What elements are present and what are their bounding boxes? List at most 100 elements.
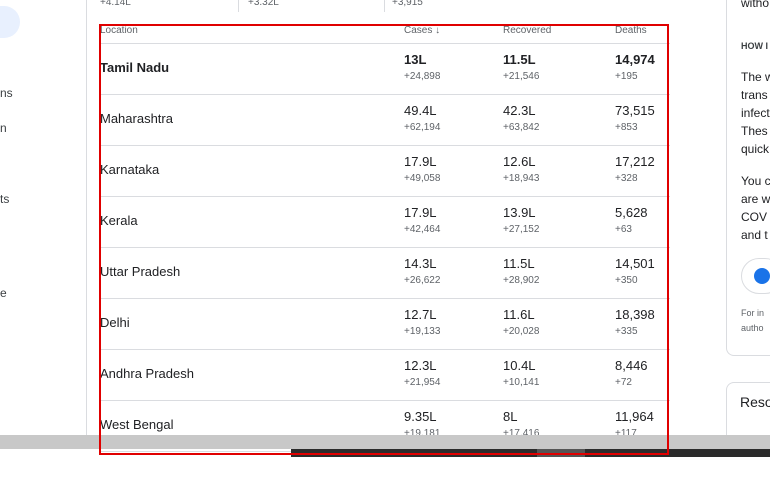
horizontal-scrollbar-track[interactable]	[0, 435, 770, 449]
info-line: You c	[741, 174, 770, 188]
info-line: quick	[741, 142, 770, 156]
header-deaths[interactable]: Deaths	[615, 25, 647, 36]
row-cases-delta: +24,898	[404, 71, 441, 82]
info-line: are w	[741, 192, 770, 206]
info-heading: HOW I	[741, 41, 768, 51]
info-line: trans	[741, 88, 768, 102]
row-cases: 17.9L	[404, 154, 437, 169]
row-deaths-delta: +853	[615, 122, 638, 133]
row-recovered: 11.6L	[503, 307, 535, 322]
resources-title: Reso	[740, 394, 770, 410]
row-cases: 17.9L	[404, 205, 437, 220]
row-recovered-delta: +28,902	[503, 275, 540, 286]
nav-active-pill[interactable]	[0, 6, 20, 38]
table-row[interactable]: Kerala 17.9L +42,464 13.9L +27,152 5,628 +63	[100, 197, 670, 248]
info-line: and t	[741, 228, 768, 242]
summary-separator	[384, 0, 385, 12]
row-cases-delta: +19,181	[404, 428, 441, 439]
row-deaths: 5,628	[615, 205, 648, 220]
row-deaths-delta: +72	[615, 377, 632, 388]
row-recovered-delta: +21,546	[503, 71, 540, 82]
row-location: West Bengal	[100, 417, 174, 432]
row-location: Tamil Nadu	[100, 60, 170, 75]
nav-item-1[interactable]: n	[0, 121, 7, 135]
row-deaths-delta: +195	[615, 71, 638, 82]
row-recovered: 13.9L	[503, 205, 536, 220]
nav-item-2[interactable]: ts	[0, 192, 10, 206]
row-deaths: 14,974	[615, 52, 655, 67]
row-cases-delta: +49,058	[404, 173, 441, 184]
nav-item-0[interactable]: ns	[0, 86, 13, 100]
header-cases[interactable]: Cases ↓	[404, 25, 440, 36]
row-deaths: 18,398	[615, 307, 655, 322]
row-cases: 9.35L	[404, 409, 437, 424]
row-location: Uttar Pradesh	[100, 264, 181, 279]
row-cases: 14.3L	[404, 256, 437, 271]
left-nav: ns n ts e	[0, 0, 86, 435]
row-location: Maharashtra	[100, 111, 173, 126]
row-location: Kerala	[100, 213, 138, 228]
row-recovered-delta: +17,416	[503, 428, 540, 439]
row-deaths: 8,446	[615, 358, 648, 373]
sort-down-icon: ↓	[435, 25, 441, 36]
table-row[interactable]: Karnataka 17.9L +49,058 12.6L +18,943 17,212 +…	[100, 146, 670, 197]
table-row[interactable]: Maharashtra 49.4L +62,194 42.3L +63,842 73,51…	[100, 95, 670, 146]
row-cases: 13L	[404, 52, 427, 67]
row-recovered: 42.3L	[503, 103, 536, 118]
table-row[interactable]: Uttar Pradesh 14.3L +26,622 11.5L +28,902 14,…	[100, 248, 670, 299]
row-recovered-delta: +18,943	[503, 173, 540, 184]
row-cases: 12.3L	[404, 358, 437, 373]
row-recovered: 10.4L	[503, 358, 536, 373]
scrollbar-thumb[interactable]	[291, 449, 770, 457]
learn-more-button[interactable]	[741, 258, 770, 294]
row-recovered: 8L	[503, 409, 518, 424]
scrollbar-thumb-grip[interactable]	[537, 449, 585, 457]
row-location: Delhi	[100, 315, 130, 330]
row-recovered-delta: +10,141	[503, 377, 540, 388]
table-row[interactable]: Tamil Nadu 13L +24,898 11.5L +21,546 14,974 +1…	[100, 44, 670, 95]
row-deaths-delta: +335	[615, 326, 638, 337]
info-line: Thes	[741, 124, 768, 138]
info-card	[726, 0, 770, 356]
row-cases: 49.4L	[404, 103, 437, 118]
info-line: COV	[741, 210, 768, 224]
row-cases-delta: +42,464	[404, 224, 441, 235]
resources-card	[726, 382, 770, 443]
summary-separator	[238, 0, 239, 12]
row-cases: 12.7L	[404, 307, 437, 322]
info-text-fragment: witho	[741, 0, 770, 10]
header-cases-label: Cases	[404, 25, 433, 36]
table-row[interactable]: Andhra Pradesh 12.3L +21,954 10.4L +10,141 8,…	[100, 350, 670, 401]
table-header: Location Cases ↓ Recovered Deaths	[100, 24, 670, 44]
table-row[interactable]: Delhi 12.7L +19,133 11.6L +20,028 18,398 +335	[100, 299, 670, 350]
main-panel	[87, 12, 712, 435]
row-cases-delta: +21,954	[404, 377, 441, 388]
row-recovered-delta: +63,842	[503, 122, 540, 133]
row-deaths-delta: +117	[615, 428, 637, 439]
summary-recovered-delta: +3.32L	[248, 0, 279, 8]
nav-divider	[86, 0, 87, 435]
nav-item-3[interactable]: e	[0, 286, 7, 300]
row-deaths-delta: +63	[615, 224, 632, 235]
row-recovered: 11.5L	[503, 256, 535, 271]
row-deaths-delta: +350	[615, 275, 638, 286]
row-recovered: 11.5L	[503, 52, 536, 67]
row-cases-delta: +26,622	[404, 275, 441, 286]
globe-icon	[754, 268, 770, 284]
info-line: infect	[741, 106, 770, 120]
info-line: The w	[741, 70, 770, 84]
info-footnote: autho	[741, 323, 764, 333]
row-recovered: 12.6L	[503, 154, 536, 169]
row-deaths: 73,515	[615, 103, 655, 118]
row-deaths-delta: +328	[615, 173, 638, 184]
header-location[interactable]: Location	[100, 25, 138, 36]
row-location: Andhra Pradesh	[100, 366, 194, 381]
row-recovered-delta: +27,152	[503, 224, 540, 235]
summary-cases-delta: +4.14L	[100, 0, 131, 8]
info-footnote: For in	[741, 308, 765, 318]
row-deaths: 11,964	[615, 409, 654, 424]
row-location: Karnataka	[100, 162, 160, 177]
cases-table: Location Cases ↓ Recovered Deaths Tamil …	[100, 24, 670, 452]
row-recovered-delta: +20,028	[503, 326, 540, 337]
header-recovered[interactable]: Recovered	[503, 25, 552, 36]
